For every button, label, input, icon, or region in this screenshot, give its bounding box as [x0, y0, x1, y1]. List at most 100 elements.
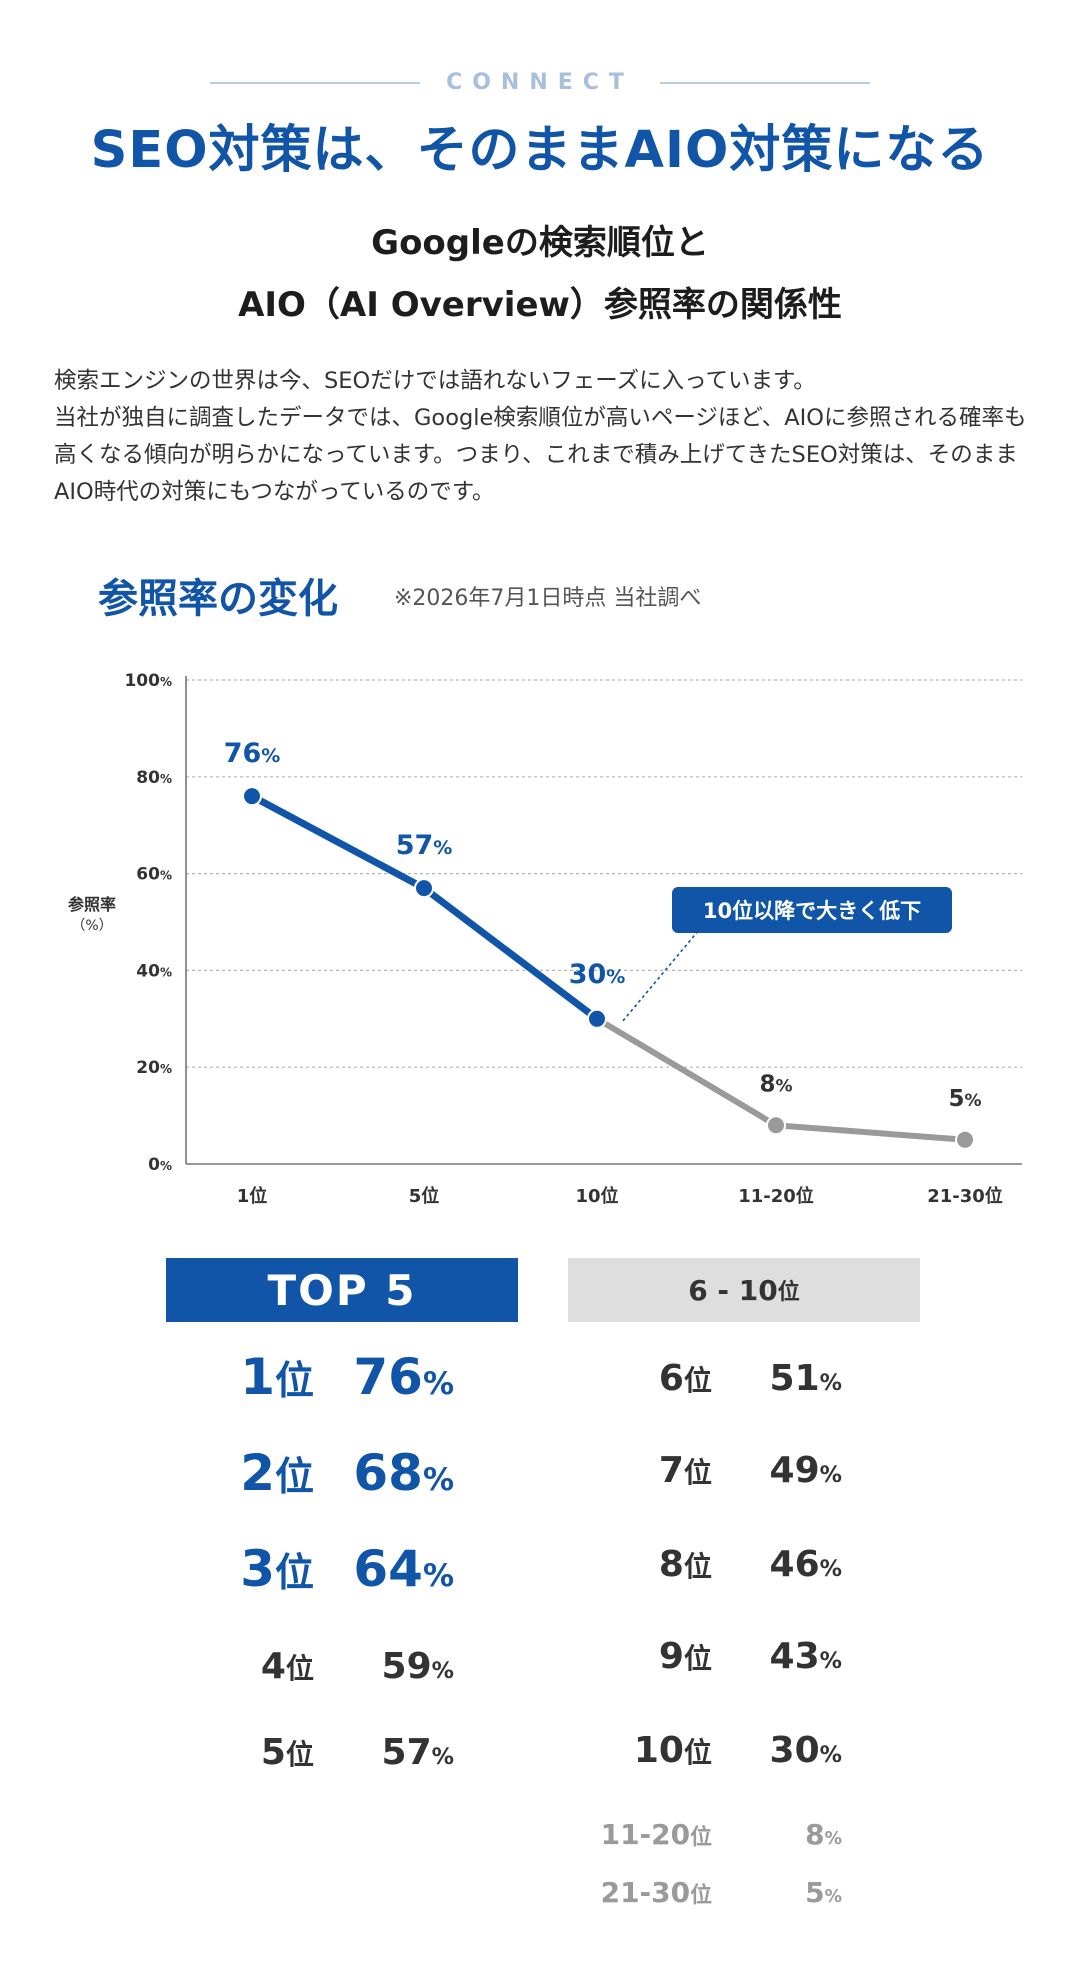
rank-unit: 位 [285, 1652, 314, 1685]
eyebrow-text: CONNECT [446, 70, 634, 95]
mid-range-header: 6 - 10 位 [568, 1258, 920, 1322]
eyebrow-line-right [659, 81, 870, 84]
y-tick-unit: % [160, 675, 172, 689]
rate-unit: % [824, 1829, 842, 1849]
data-label-unit: % [606, 966, 625, 988]
rate-value: 59% [381, 1646, 454, 1687]
y-axis-label: 参照率 [68, 895, 116, 914]
mid-range-header-unit: 位 [777, 1280, 800, 1305]
data-point [242, 786, 262, 807]
rank-label: 5位 [260, 1732, 314, 1773]
rank-label: 9位 [658, 1636, 712, 1677]
eyebrow: CONNECT [0, 70, 1080, 95]
y-tick-label: 100% [124, 671, 172, 691]
rate-unit: % [422, 1462, 454, 1498]
y-tick-unit: % [160, 772, 172, 786]
rate-unit: % [422, 1366, 454, 1402]
rank-label: 10位 [633, 1730, 712, 1771]
rate-value: 57% [381, 1732, 454, 1773]
section-note: ※2026年7月1日時点 当社調べ [394, 586, 702, 611]
rank-label: 7位 [658, 1450, 712, 1491]
data-label: 8% [759, 1071, 792, 1097]
annotation-text: 10位以降で大きく低下 [703, 899, 921, 923]
rate-unit: % [431, 1744, 454, 1770]
rate-unit: % [819, 1462, 842, 1488]
rank-label: 3位 [240, 1540, 314, 1598]
data-label: 76% [224, 738, 281, 769]
rate-value: 49% [769, 1450, 842, 1491]
rank-unit: 位 [690, 1883, 712, 1908]
data-point [955, 1129, 975, 1150]
rate-value: 46% [769, 1544, 842, 1585]
subtitle: Googleの検索順位と AIO（AI Overview）参照率の関係性 [0, 212, 1080, 336]
x-tick-label: 10位 [575, 1185, 618, 1207]
y-tick-label: 0% [148, 1155, 172, 1175]
rank-label: 8位 [658, 1544, 712, 1585]
y-tick-unit: % [160, 869, 172, 883]
y-tick-unit: % [160, 1062, 172, 1076]
y-tick-unit: % [160, 1159, 172, 1173]
rate-value: 8% [805, 1818, 842, 1851]
annotation-box [672, 887, 952, 933]
rank-label: 1位 [240, 1348, 314, 1406]
data-label: 5% [948, 1086, 981, 1112]
section-title: 参照率の変化 [98, 576, 338, 622]
x-tick-label: 5位 [409, 1185, 440, 1207]
intro-text: 検索エンジンの世界は今、SEOだけでは語れないフェーズに入っています。 当社が独… [54, 368, 1027, 505]
subtitle-line-1: Googleの検索順位と [371, 223, 709, 263]
y-tick-unit: % [160, 965, 172, 979]
rate-unit: % [431, 1658, 454, 1684]
rate-unit: % [824, 1887, 842, 1907]
rank-unit: 位 [690, 1825, 712, 1850]
top5-header: TOP 5 [166, 1258, 518, 1322]
rate-unit: % [422, 1558, 454, 1594]
rank-unit: 位 [683, 1364, 712, 1397]
rank-label: 21-30位 [600, 1876, 712, 1909]
y-tick-label: 40% [136, 961, 172, 981]
eyebrow-line-left [210, 81, 421, 84]
rank-unit: 位 [274, 1551, 314, 1596]
rate-value: 68% [353, 1444, 454, 1502]
data-point [766, 1115, 786, 1136]
data-point [414, 878, 434, 899]
y-axis-unit: （%） [71, 918, 112, 934]
rate-unit: % [819, 1370, 842, 1396]
rank-label: 4位 [260, 1646, 314, 1687]
annotation-leader [622, 923, 705, 1022]
y-tick-label: 80% [136, 768, 172, 788]
rank-label: 6位 [658, 1358, 712, 1399]
rate-value: 30% [769, 1730, 842, 1771]
x-tick-label: 11-20位 [738, 1185, 814, 1207]
rate-value: 76% [353, 1348, 454, 1406]
rate-value: 43% [769, 1636, 842, 1677]
rate-value: 64% [353, 1540, 454, 1598]
rank-unit: 位 [683, 1736, 712, 1769]
rank-unit: 位 [683, 1550, 712, 1583]
data-label: 57% [396, 830, 453, 861]
rank-label: 11-20位 [600, 1818, 712, 1851]
rank-unit: 位 [274, 1359, 314, 1404]
y-tick-label: 60% [136, 865, 172, 885]
data-label-unit: % [775, 1076, 792, 1096]
x-tick-label: 1位 [237, 1185, 268, 1207]
rank-label: 2位 [240, 1444, 314, 1502]
subtitle-line-2: AIO（AI Overview）参照率の関係性 [238, 285, 842, 325]
data-label-unit: % [433, 837, 452, 859]
y-tick-label: 20% [136, 1058, 172, 1078]
rate-unit: % [819, 1648, 842, 1674]
rank-unit: 位 [274, 1455, 314, 1500]
data-point [587, 1008, 607, 1029]
reference-rate-chart: 100% 80% 60% 40% 20% 0% 参照率 （%） 10位以降で大きく低下 76% 1位… [68, 671, 1022, 1207]
rank-unit: 位 [683, 1642, 712, 1675]
x-tick-label: 21-30位 [927, 1185, 1003, 1207]
rate-unit: % [819, 1556, 842, 1582]
rate-value: 5% [805, 1876, 842, 1909]
rate-unit: % [819, 1742, 842, 1768]
rank-unit: 位 [683, 1456, 712, 1489]
data-label: 30% [569, 959, 626, 990]
rank-unit: 位 [285, 1738, 314, 1771]
mid-range-header-text: 6 - 10 [688, 1273, 778, 1307]
headline: SEO対策は、そのままAIO対策になる [90, 121, 990, 180]
rate-value: 51% [769, 1358, 842, 1399]
data-label-unit: % [261, 745, 280, 767]
